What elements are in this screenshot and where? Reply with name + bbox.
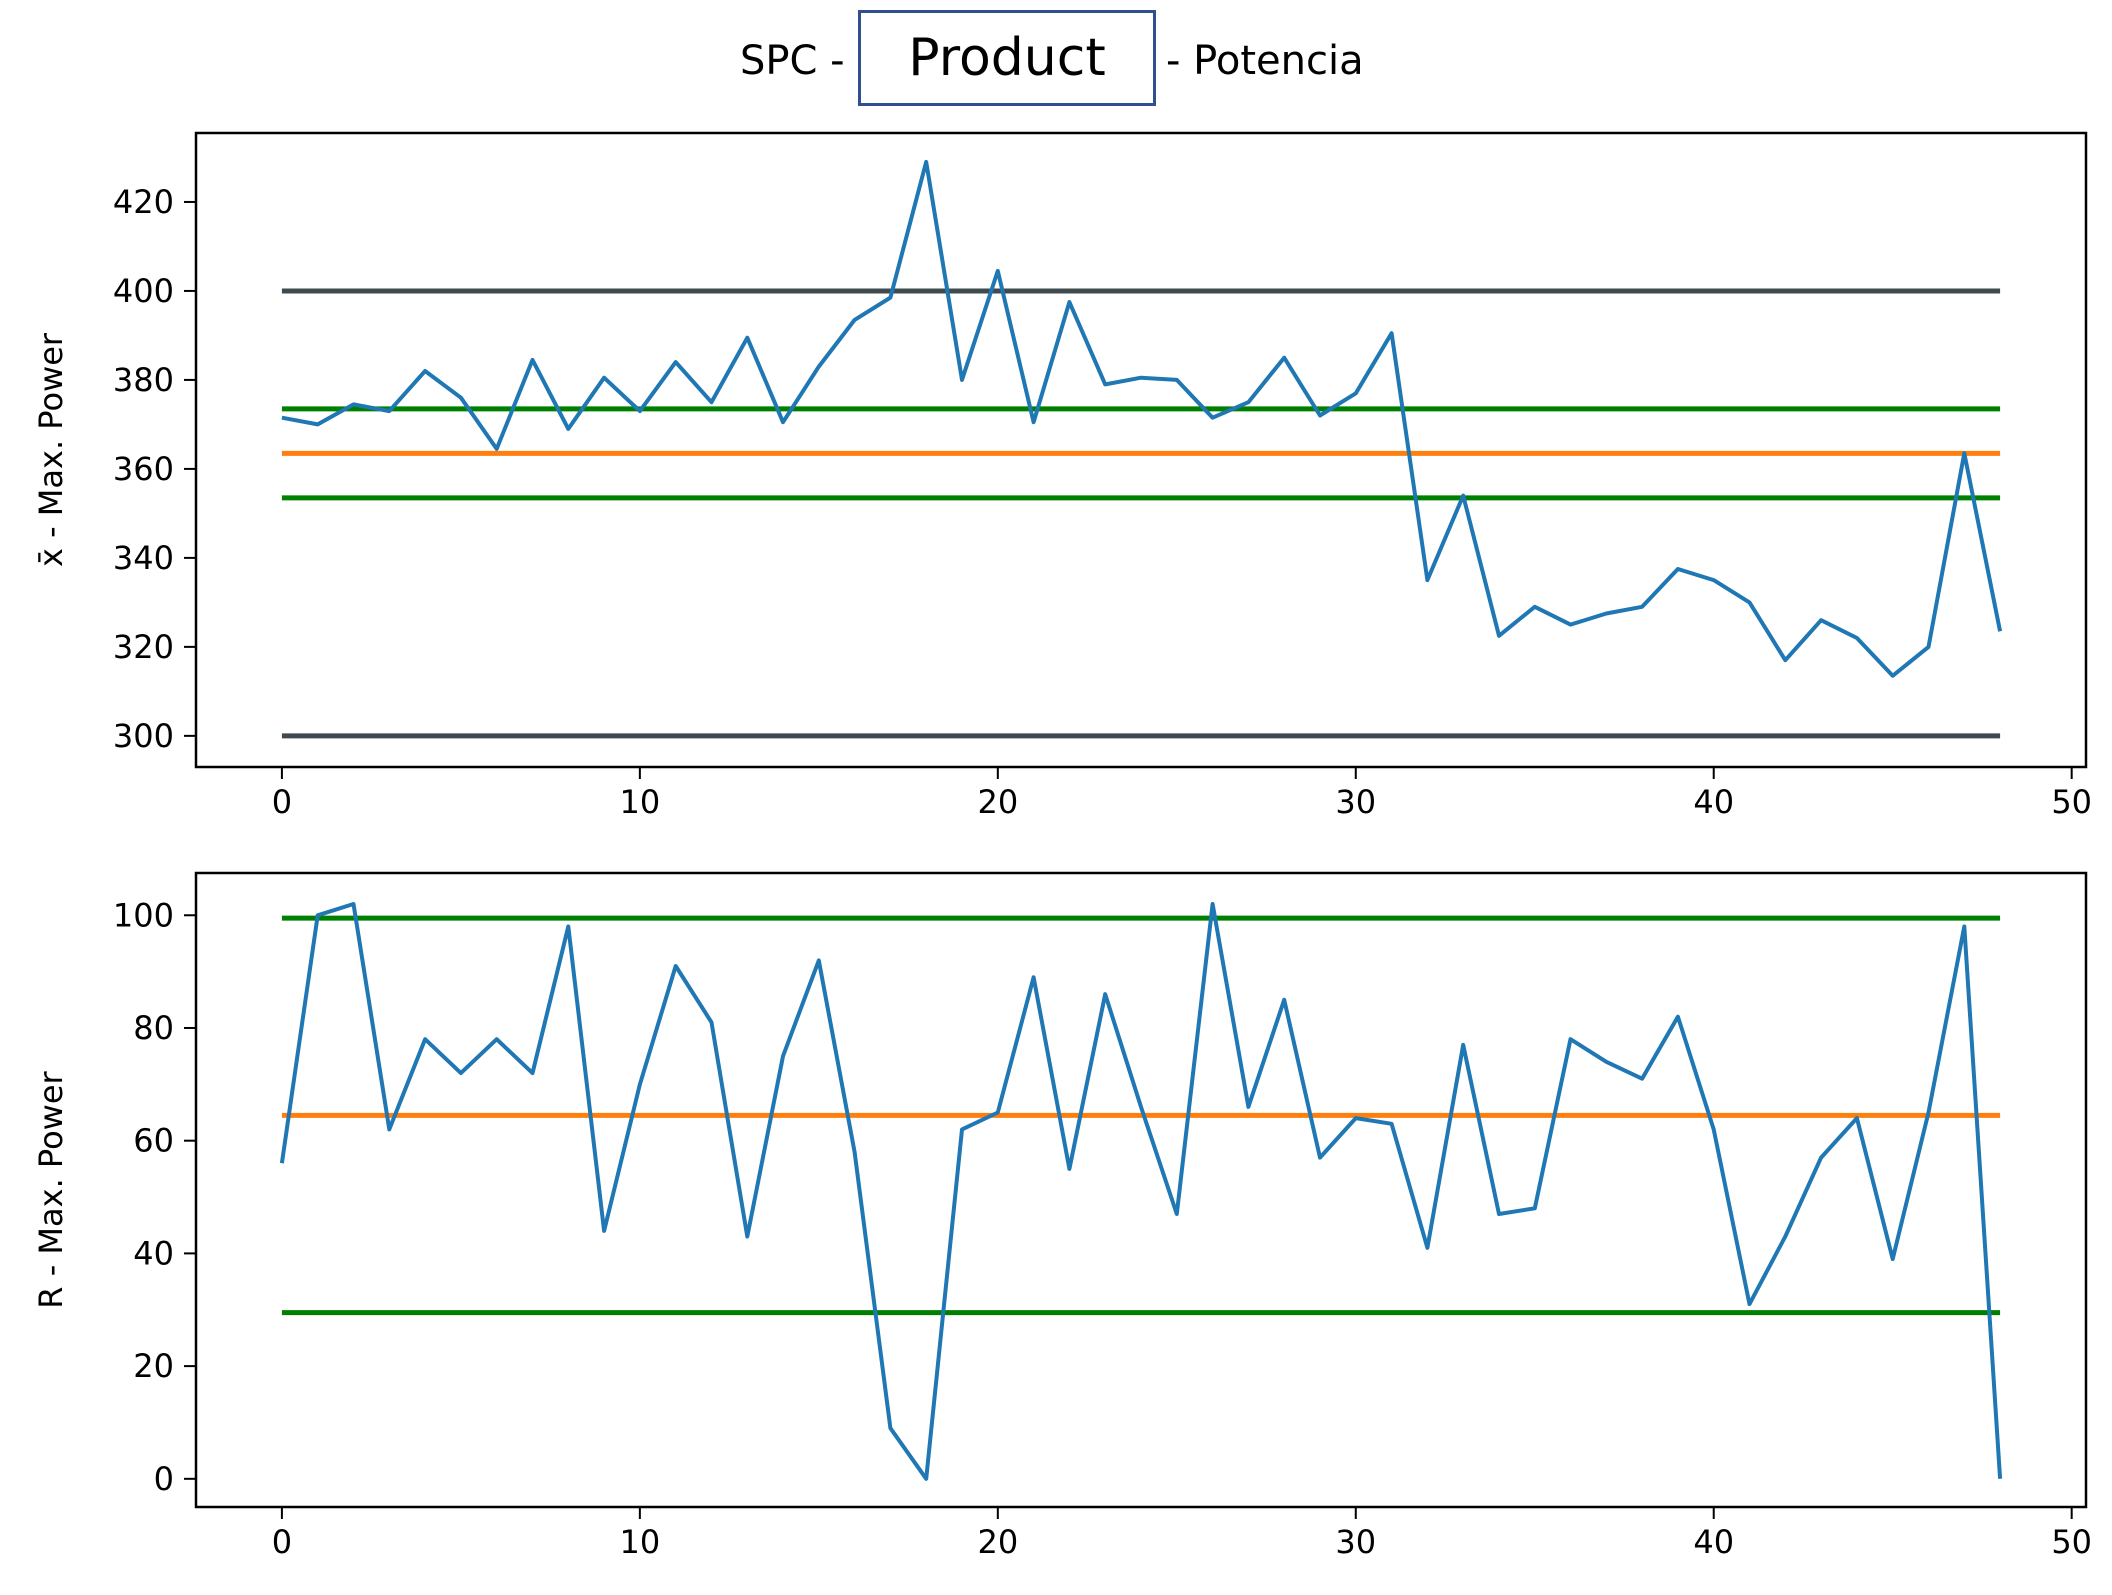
chart-panel-2: 0 10 20 30 40 50 0 20 40 60 80 100 R - Max. Power bbox=[32, 871, 2092, 1561]
y-tick-label: 20 bbox=[133, 1347, 174, 1385]
x-tick-label: 50 bbox=[2051, 783, 2092, 821]
y-axis-label: x̄ - Max. Power bbox=[32, 332, 70, 567]
y-tick-label: 0 bbox=[154, 1460, 174, 1498]
x-tick-label: 20 bbox=[977, 1523, 1018, 1561]
y-tick-label: 80 bbox=[133, 1009, 174, 1047]
y-tick-label: 300 bbox=[113, 717, 174, 755]
y-tick-label: 40 bbox=[133, 1234, 174, 1272]
y-tick-label: 380 bbox=[113, 361, 174, 399]
x-tick-label: 30 bbox=[1335, 783, 1376, 821]
x-tick-label: 50 bbox=[2051, 1523, 2092, 1561]
y-tick-label: 420 bbox=[113, 183, 174, 221]
axes-frame bbox=[194, 131, 2088, 769]
x-tick-label: 40 bbox=[1693, 1523, 1734, 1561]
axes-frame bbox=[194, 871, 2088, 1509]
x-tick-label: 10 bbox=[620, 783, 661, 821]
x-tick-label: 40 bbox=[1693, 783, 1734, 821]
x-tick-label: 0 bbox=[272, 1523, 292, 1561]
x-tick-label: 0 bbox=[272, 783, 292, 821]
y-tick-label: 360 bbox=[113, 450, 174, 488]
y-tick-label: 320 bbox=[113, 628, 174, 666]
y-axis-label: R - Max. Power bbox=[32, 1070, 70, 1308]
y-tick-label: 60 bbox=[133, 1122, 174, 1160]
y-tick-label: 400 bbox=[113, 272, 174, 310]
x-tick-label: 20 bbox=[977, 783, 1018, 821]
series-line bbox=[279, 902, 2003, 1481]
chart-panel-1: 0 10 20 30 40 50 300 320 340 360 380 400 420 x̄ - Max… bbox=[32, 131, 2092, 821]
y-tick-label: 100 bbox=[113, 896, 174, 934]
x-tick-label: 10 bbox=[620, 1523, 661, 1561]
title-suffix: - Potencia bbox=[1166, 38, 1364, 84]
title-prefix: SPC - bbox=[740, 38, 845, 84]
product-input[interactable]: Product bbox=[858, 10, 1156, 106]
series-line bbox=[281, 159, 2003, 678]
chart-title-row: SPC - Product - Potencia bbox=[0, 8, 2112, 112]
y-tick-label: 340 bbox=[113, 539, 174, 577]
x-tick-label: 30 bbox=[1335, 1523, 1376, 1561]
